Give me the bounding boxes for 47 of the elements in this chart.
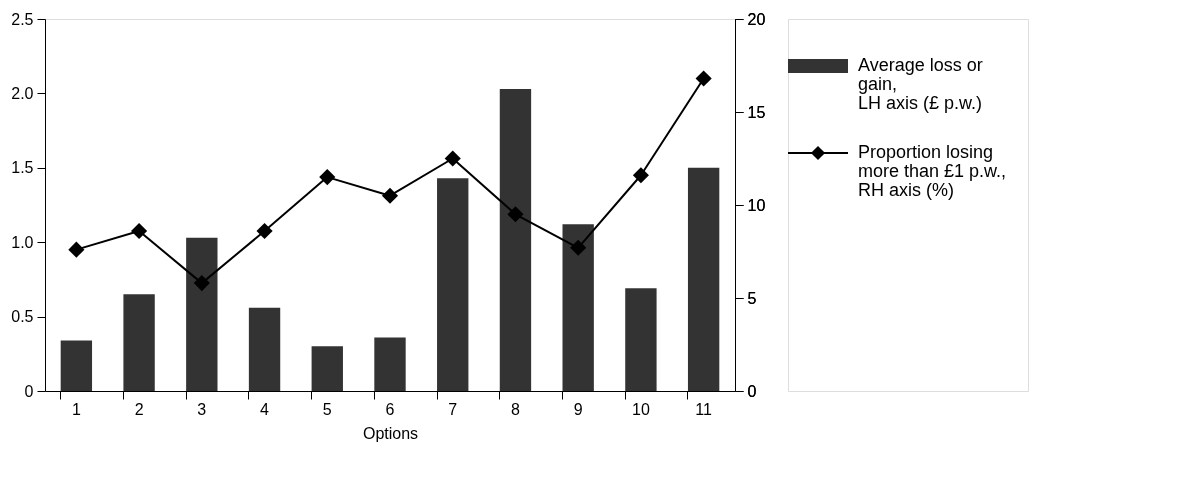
point	[632, 167, 649, 184]
x-axis-title: Options	[362, 424, 419, 442]
x-tick-label: 10	[632, 400, 650, 418]
y2-tick-label: 10	[747, 196, 766, 214]
y-tick-label: 0	[24, 382, 34, 400]
y2-tick-label: 0	[747, 382, 757, 400]
bar	[186, 237, 218, 391]
legend-label: Proportion losing more than £1 p.w., RH axis (%)	[858, 142, 1007, 200]
bar	[60, 340, 93, 391]
point	[193, 275, 210, 292]
y-tick-label: 1.5	[11, 159, 34, 177]
y-tick-label: 2.5	[11, 10, 34, 28]
point	[695, 70, 712, 87]
point	[68, 241, 85, 258]
point	[444, 150, 461, 167]
x-tick-label: 7	[448, 400, 458, 418]
y-tick-label: 1.0	[11, 233, 34, 251]
bar	[687, 167, 720, 391]
x-tick-label: 5	[322, 400, 332, 418]
x-tick-label: 3	[197, 400, 207, 418]
bar	[123, 294, 155, 391]
x-tick-label: 2	[134, 400, 144, 418]
bar	[248, 307, 281, 391]
bar	[625, 288, 657, 391]
legend-label: Average loss or gain, LH axis (£ p.w.)	[858, 55, 983, 113]
x-tick-label: 6	[385, 400, 395, 418]
bar	[499, 88, 532, 391]
x-tick-label: 8	[511, 400, 520, 418]
bar	[374, 337, 406, 391]
y-tick-label: 2.0	[11, 84, 34, 102]
point	[319, 169, 336, 186]
x-tick-label: 9	[573, 400, 583, 418]
point	[256, 222, 273, 240]
point	[570, 239, 587, 256]
bar	[311, 346, 343, 391]
point	[131, 222, 148, 240]
y2-tick-label: 15	[747, 103, 766, 121]
bar	[437, 178, 469, 391]
y2-tick-label: 20	[747, 10, 766, 28]
x-tick-label: 4	[260, 400, 270, 418]
x-tick-label: 11	[695, 400, 713, 418]
y2-tick-label: 5	[747, 289, 757, 307]
point	[381, 187, 399, 204]
y-tick-label: 0.5	[11, 308, 34, 326]
bar	[562, 224, 594, 391]
point	[507, 206, 524, 223]
x-tick-label: 1	[71, 400, 81, 418]
